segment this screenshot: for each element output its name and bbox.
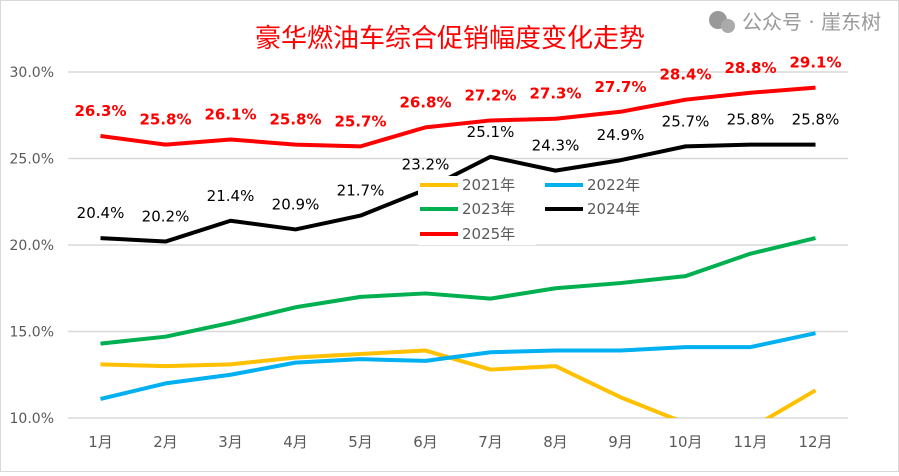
wechat-icon-bubble <box>721 19 735 33</box>
y-tick-label: 10.0% <box>10 411 54 427</box>
data-label: 24.3% <box>532 137 580 155</box>
data-label: 25.1% <box>467 123 515 141</box>
x-tick-label: 8月 <box>543 433 568 451</box>
data-label: 27.7% <box>594 78 646 96</box>
watermark-text: 公众号 · 崖东树 <box>742 10 881 34</box>
x-tick-label: 2月 <box>153 433 178 451</box>
legend-label: 2024年 <box>587 200 640 218</box>
data-label: 28.8% <box>724 59 776 77</box>
x-tick-label: 4月 <box>283 433 308 451</box>
legend-label: 2022年 <box>587 176 640 194</box>
data-label: 25.8% <box>269 111 321 129</box>
data-label: 20.2% <box>142 208 190 226</box>
legend-label: 2025年 <box>462 225 515 243</box>
data-label: 20.4% <box>77 204 125 222</box>
data-label: 29.1% <box>789 54 841 72</box>
data-label: 20.9% <box>272 195 320 213</box>
x-tick-label: 7月 <box>478 433 503 451</box>
data-label: 25.8% <box>792 111 840 129</box>
data-label: 26.8% <box>399 93 451 111</box>
y-tick-label: 15.0% <box>10 325 54 341</box>
data-label: 27.3% <box>529 85 581 103</box>
data-label: 21.7% <box>337 182 385 200</box>
y-tick-label: 25.0% <box>10 152 54 168</box>
y-tick-label: 30.0% <box>10 65 54 81</box>
data-label: 21.4% <box>207 187 255 205</box>
y-tick-label: 20.0% <box>10 238 54 254</box>
data-label: 25.7% <box>334 112 386 130</box>
legend-label: 2023年 <box>462 200 515 218</box>
legend-label: 2021年 <box>462 176 515 194</box>
data-label: 24.9% <box>597 126 645 144</box>
data-label: 26.1% <box>204 105 256 123</box>
x-tick-label: 6月 <box>413 433 438 451</box>
data-label: 23.2% <box>402 156 450 174</box>
x-tick-label: 10月 <box>668 433 702 451</box>
data-label: 25.8% <box>727 111 775 129</box>
x-tick-label: 11月 <box>733 433 767 451</box>
data-label: 28.4% <box>659 66 711 84</box>
x-tick-label: 5月 <box>348 433 373 451</box>
x-tick-label: 12月 <box>798 433 832 451</box>
x-tick-label: 1月 <box>88 433 113 451</box>
data-label: 27.2% <box>464 86 516 104</box>
data-label: 25.8% <box>139 111 191 129</box>
data-label: 25.7% <box>662 112 710 130</box>
data-label: 26.3% <box>74 102 126 120</box>
x-tick-label: 9月 <box>608 433 633 451</box>
x-tick-label: 3月 <box>218 433 243 451</box>
chart-title: 豪华燃油车综合促销幅度变化走势 <box>255 24 645 54</box>
